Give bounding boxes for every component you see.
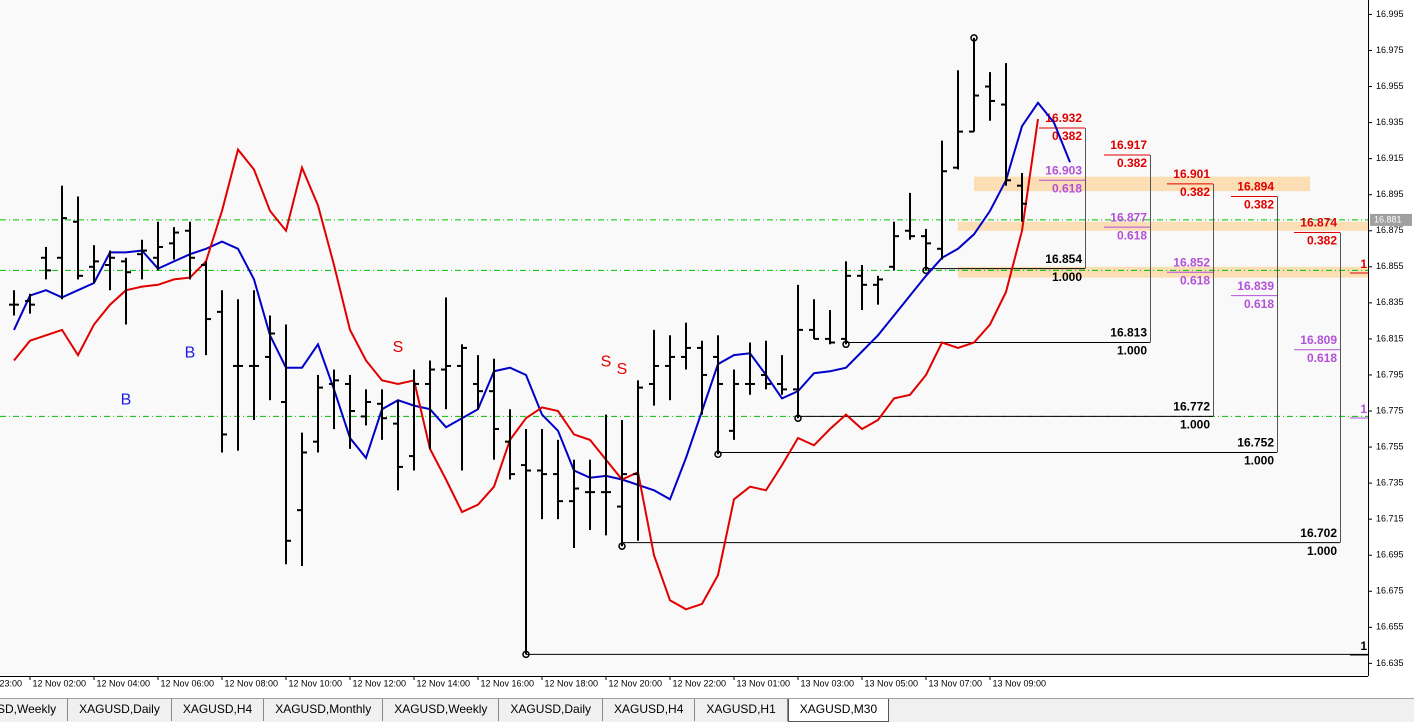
chart-tab[interactable]: XAGUSD,M30 bbox=[787, 699, 890, 722]
fib-price-label: 16.752 bbox=[1237, 436, 1274, 450]
fib-ratio-label: 0.618 bbox=[1117, 228, 1147, 242]
fib-price-label: 16.854 bbox=[1045, 252, 1082, 266]
chart-tab[interactable]: XAGUSD,Daily bbox=[68, 699, 172, 721]
chart-tab[interactable]: XAGUSD,Daily bbox=[499, 699, 604, 721]
x-tick-label: 13 Nov 09:00 bbox=[992, 678, 1046, 688]
x-tick-label: 12 Nov 06:00 bbox=[160, 678, 214, 688]
fib-price-label: 16.772 bbox=[1173, 400, 1210, 414]
x-tick-label: 12 Nov 18:00 bbox=[544, 678, 598, 688]
fib-price-label: 16.839 bbox=[1237, 279, 1274, 293]
y-tick-label: 16.655 bbox=[1376, 622, 1404, 632]
x-tick-label: 12 Nov 08:00 bbox=[224, 678, 278, 688]
y-tick-label: 16.915 bbox=[1376, 153, 1404, 163]
signal-label: S bbox=[617, 361, 628, 378]
fib-price-label: 16.852 bbox=[1173, 255, 1210, 269]
y-tick-label: 16.795 bbox=[1376, 369, 1404, 379]
y-tick-label: 16.855 bbox=[1376, 261, 1404, 271]
fib-ratio-label: 1.000 bbox=[1180, 418, 1210, 432]
signal-label: S bbox=[601, 354, 612, 371]
x-tick-label: 12 Nov 20:00 bbox=[608, 678, 662, 688]
fib-ratio-label: 0.382 bbox=[1307, 234, 1337, 248]
plot-area bbox=[0, 0, 1368, 676]
edge-label: 1 bbox=[1360, 639, 1367, 653]
y-tick-label: 16.815 bbox=[1376, 333, 1404, 343]
y-tick-label: 16.675 bbox=[1376, 586, 1404, 596]
y-tick-label: 16.715 bbox=[1376, 514, 1404, 524]
fib-price-label: 16.877 bbox=[1110, 210, 1147, 224]
x-tick-label: 12 Nov 14:00 bbox=[416, 678, 470, 688]
x-tick-label: 12 Nov 22:00 bbox=[672, 678, 726, 688]
tab-bar: SD,Weekly XAGUSD,Daily XAGUSD,H4 XAGUSD,Mon… bbox=[0, 698, 1414, 722]
y-tick-label: 16.695 bbox=[1376, 550, 1404, 560]
fib-ratio-label: 1.000 bbox=[1307, 544, 1337, 558]
edge-label: 1 bbox=[1360, 402, 1367, 416]
fib-ratio-label: 0.618 bbox=[1052, 181, 1082, 195]
fib-ratio-label: 0.382 bbox=[1052, 129, 1082, 143]
chart: 16.995 16.975 16.955 16.935 16.915 16.895 16.8… bbox=[0, 0, 1414, 698]
y-tick-label: 16.935 bbox=[1376, 117, 1404, 127]
x-tick-label: 13 Nov 07:00 bbox=[928, 678, 982, 688]
indicator-line bbox=[13, 118, 1039, 611]
fib-price-label: 16.809 bbox=[1300, 333, 1337, 347]
signal-label: B bbox=[121, 391, 132, 408]
y-tick-label: 16.735 bbox=[1376, 477, 1404, 487]
y-tick-label: 16.755 bbox=[1376, 441, 1404, 451]
x-tick-label: 23:00 bbox=[0, 678, 22, 688]
chart-tab[interactable]: XAGUSD,H4 bbox=[172, 699, 265, 721]
edge-label: 1 bbox=[1360, 257, 1367, 271]
x-tick-label: 13 Nov 01:00 bbox=[736, 678, 790, 688]
fib-ratio-label: 0.618 bbox=[1307, 351, 1337, 365]
chart-tab[interactable]: XAGUSD,H1 bbox=[695, 699, 788, 721]
x-tick-label: 13 Nov 03:00 bbox=[800, 678, 854, 688]
fib-price-label: 16.702 bbox=[1300, 526, 1337, 540]
y-tick-label: 16.895 bbox=[1376, 189, 1404, 199]
fib-price-label: 16.813 bbox=[1110, 326, 1147, 340]
fib-price-label: 16.917 bbox=[1110, 138, 1147, 152]
x-tick-label: 12 Nov 16:00 bbox=[480, 678, 534, 688]
y-tick-label: 16.775 bbox=[1376, 405, 1404, 415]
chart-tab[interactable]: SD,Weekly bbox=[0, 699, 69, 721]
fib-price-label: 16.932 bbox=[1045, 111, 1082, 125]
y-tick-label: 16.955 bbox=[1376, 81, 1404, 91]
fib-ratio-label: 0.618 bbox=[1180, 273, 1210, 287]
x-tick-label: 12 Nov 02:00 bbox=[32, 678, 86, 688]
signal-label: B bbox=[185, 345, 196, 362]
fib-ratio-label: 0.382 bbox=[1244, 198, 1274, 212]
fib-price-label: 16.894 bbox=[1237, 180, 1274, 194]
fib-ratio-label: 1.000 bbox=[1052, 270, 1082, 284]
signal-label: S bbox=[393, 339, 404, 356]
price-zone bbox=[958, 266, 1368, 278]
fib-ratio-label: 0.382 bbox=[1117, 156, 1147, 170]
price-zone bbox=[958, 221, 1368, 231]
last-price-label: 16.881 bbox=[1374, 214, 1402, 224]
chart-tab[interactable]: XAGUSD,Weekly bbox=[383, 699, 500, 721]
x-tick-label: 12 Nov 12:00 bbox=[352, 678, 406, 688]
fib-ratio-label: 1.000 bbox=[1117, 344, 1147, 358]
fib-ratio-label: 0.382 bbox=[1180, 185, 1210, 199]
fib-ratio-label: 0.618 bbox=[1244, 297, 1274, 311]
y-tick-label: 16.875 bbox=[1376, 225, 1404, 235]
fib-price-label: 16.903 bbox=[1045, 163, 1082, 177]
y-tick-label: 16.975 bbox=[1376, 45, 1404, 55]
x-tick-label: 13 Nov 05:00 bbox=[864, 678, 918, 688]
x-tick-label: 12 Nov 04:00 bbox=[96, 678, 150, 688]
chart-tab[interactable]: XAGUSD,H4 bbox=[603, 699, 696, 721]
fib-price-label: 16.901 bbox=[1173, 167, 1210, 181]
chart-tab[interactable]: XAGUSD,Monthly bbox=[264, 699, 384, 721]
x-tick-label: 12 Nov 10:00 bbox=[288, 678, 342, 688]
fib-ratio-label: 1.000 bbox=[1244, 454, 1274, 468]
fib-price-label: 16.874 bbox=[1300, 216, 1337, 230]
y-tick-label: 16.635 bbox=[1376, 658, 1404, 668]
y-tick-label: 16.995 bbox=[1376, 9, 1404, 19]
last-price-box bbox=[1370, 213, 1412, 226]
y-tick-label: 16.835 bbox=[1376, 297, 1404, 307]
